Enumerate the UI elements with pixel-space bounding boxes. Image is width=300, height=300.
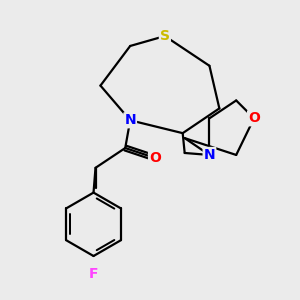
Text: N: N bbox=[204, 148, 215, 162]
Text: S: S bbox=[160, 29, 170, 43]
Text: O: O bbox=[248, 111, 260, 125]
Text: N: N bbox=[124, 113, 136, 127]
Text: F: F bbox=[89, 267, 98, 281]
Text: O: O bbox=[149, 151, 161, 165]
